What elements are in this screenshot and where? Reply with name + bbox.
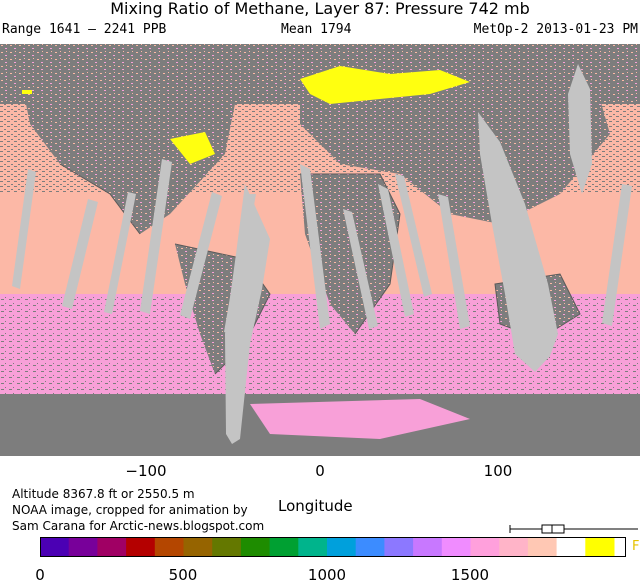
colorbar-cell xyxy=(556,537,586,557)
methane-map[interactable] xyxy=(0,44,640,456)
orbit-gap-wide xyxy=(478,112,558,372)
x-tick-label: 0 xyxy=(315,462,325,480)
credit-line-1: NOAA image, cropped for animation by xyxy=(12,503,248,517)
colorbar-cell xyxy=(68,537,98,557)
altitude-note: Altitude 8367.8 ft or 2550.5 m xyxy=(12,487,195,501)
orbit-gap-stripe xyxy=(343,209,378,329)
orbit-gap-stripe xyxy=(104,192,136,314)
eurasia-land xyxy=(300,64,610,224)
coastline-outline xyxy=(59,163,581,375)
colorbar-border xyxy=(40,537,626,557)
colorbar-cell xyxy=(527,537,558,557)
colorbar-cell xyxy=(212,537,242,557)
colorbar-cell xyxy=(40,537,70,557)
colorbar-cell xyxy=(585,537,615,557)
x-tick-label: −100 xyxy=(125,462,167,480)
mean-text: Mean 1794 xyxy=(281,22,352,37)
methane-high-siberia xyxy=(300,66,470,104)
colorbar-tick-label: 1500 xyxy=(450,566,490,584)
north-america-land xyxy=(20,64,235,234)
x-axis-label: Longitude xyxy=(278,497,353,515)
colorbar-cell xyxy=(126,537,156,557)
colorbar-cell xyxy=(470,537,500,557)
colorbar-cell xyxy=(154,537,184,557)
colorbar-cell xyxy=(269,537,299,557)
methane-high-fleck xyxy=(22,90,32,94)
orbit-gap-stripe xyxy=(62,199,98,309)
chart-title: Mixing Ratio of Methane, Layer 87: Press… xyxy=(110,0,530,18)
colorbar-svg xyxy=(40,537,626,557)
antarctic-pink-patch xyxy=(250,399,470,439)
subtitle-bar: Range 1641 – 2241 PPB Mean 1794 MetOp-2 … xyxy=(0,22,640,38)
source-date-text: MetOp-2 2013-01-23 PM xyxy=(473,22,638,37)
orbit-gap-stripe xyxy=(180,192,222,319)
colorbar-cell xyxy=(298,537,328,557)
colorbar-cell xyxy=(240,537,271,557)
colorbar-end-mark: F xyxy=(632,539,640,554)
colorbar-tick-label: 500 xyxy=(168,566,198,584)
boxplot-box xyxy=(541,524,565,534)
africa-land xyxy=(300,174,400,334)
colorbar-tick-label: 1000 xyxy=(307,566,347,584)
orbit-gap-stripe xyxy=(602,184,632,326)
orbit-gap-wide xyxy=(568,64,592,194)
methane-high-canada xyxy=(170,132,215,164)
colorbar-tick-label: 0 xyxy=(35,566,45,584)
orbit-gap-stripe xyxy=(300,164,330,329)
colorbar-cell xyxy=(327,537,357,557)
range-text: Range 1641 – 2241 PPB xyxy=(2,22,167,37)
colorbar-cell xyxy=(499,537,529,557)
orbit-gap-stripe xyxy=(12,169,36,289)
distribution-boxplot xyxy=(509,524,638,534)
colorbar-cell xyxy=(384,537,414,557)
orbit-gap-stripe xyxy=(378,184,414,317)
colorbar-cell xyxy=(441,537,471,557)
orbit-gap-stripe xyxy=(140,159,172,314)
orbit-gap-wide xyxy=(225,184,270,444)
colorbar-cell xyxy=(97,537,127,557)
orbit-gap-stripe xyxy=(395,174,432,297)
colorbar-cell xyxy=(183,537,213,557)
credit-line-2: Sam Carana for Arctic-news.blogspot.com xyxy=(12,519,265,533)
color-scale-bar xyxy=(40,537,626,557)
x-tick-label: 100 xyxy=(483,462,513,480)
colorbar-cell xyxy=(413,537,443,557)
orbit-gap-stripe xyxy=(438,194,470,329)
colorbar-cell xyxy=(355,537,385,557)
